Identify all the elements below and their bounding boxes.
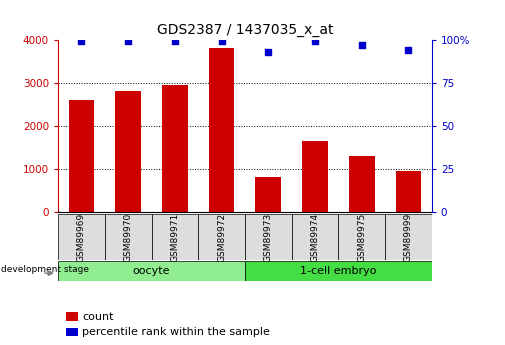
Bar (115, 90, 141, 212)
Bar (256, 177, 281, 212)
Bar (105, 214, 152, 260)
Point (77, 39, 85, 44)
Text: development stage: development stage (1, 265, 89, 274)
Text: GSM89970: GSM89970 (124, 213, 133, 262)
Bar (58, 261, 245, 281)
Point (264, 49, 272, 55)
Bar (198, 214, 245, 260)
Text: percentile rank within the sample: percentile rank within the sample (82, 327, 270, 337)
Text: GSM89972: GSM89972 (217, 213, 226, 262)
Text: oocyte: oocyte (133, 266, 170, 276)
Bar (385, 214, 432, 260)
Text: 1-cell embryo: 1-cell embryo (300, 266, 377, 276)
Bar (152, 214, 198, 260)
Text: GSM89973: GSM89973 (264, 213, 273, 262)
Text: GSM89975: GSM89975 (357, 213, 366, 262)
Point (171, 39, 179, 44)
Point (218, 39, 226, 44)
Bar (209, 48, 234, 212)
Title: GDS2387 / 1437035_x_at: GDS2387 / 1437035_x_at (157, 23, 333, 37)
Text: count: count (82, 312, 114, 322)
Point (311, 39, 319, 44)
Bar (302, 141, 328, 212)
Bar (292, 214, 338, 260)
Text: GSM89974: GSM89974 (311, 213, 320, 262)
Text: GSM89971: GSM89971 (170, 213, 179, 262)
Text: GSM89969: GSM89969 (77, 213, 86, 262)
Bar (395, 171, 421, 212)
Bar (338, 214, 385, 260)
Bar (58, 214, 105, 260)
Text: GSM89999: GSM89999 (404, 213, 413, 262)
Bar (245, 261, 432, 281)
Bar (162, 85, 188, 212)
Bar (69, 100, 94, 212)
Point (405, 47, 413, 53)
Bar (245, 214, 292, 260)
Point (358, 42, 366, 48)
Point (124, 39, 132, 44)
Bar (349, 156, 375, 212)
Bar (66, 312, 78, 321)
Bar (66, 328, 78, 336)
